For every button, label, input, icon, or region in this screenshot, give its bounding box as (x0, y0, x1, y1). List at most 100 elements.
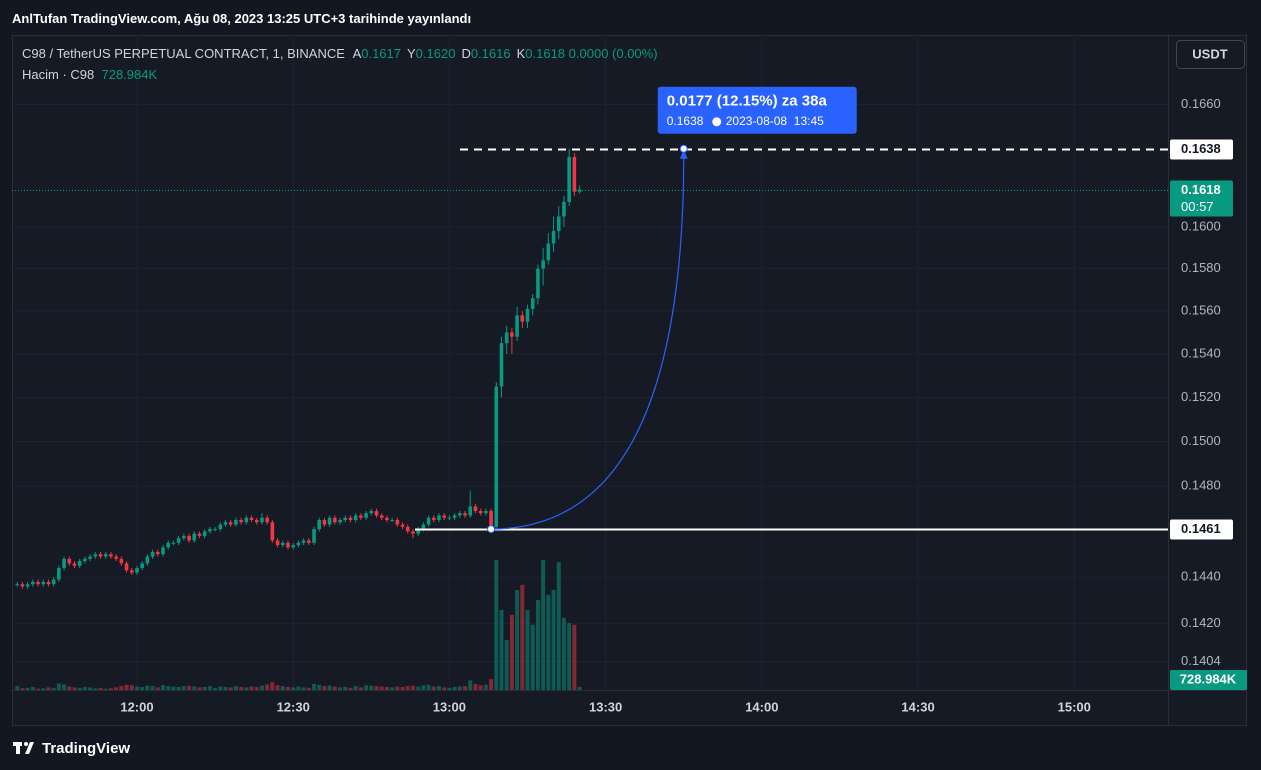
candle-body (307, 540, 311, 543)
candle-body (463, 513, 467, 516)
candle-body (25, 584, 30, 587)
volume-bar (483, 684, 488, 690)
volume-bar (551, 590, 556, 690)
volume-bar (301, 687, 306, 690)
volume-bar (457, 686, 462, 690)
ohlc-value: 0.1618 (525, 46, 566, 61)
volume-label: 728.984K (1180, 671, 1237, 686)
x-tick-label: 14:00 (745, 699, 778, 714)
volume-bar (129, 685, 134, 690)
volume-bar (72, 687, 77, 690)
volume-bar (452, 686, 457, 690)
candle-body (234, 520, 238, 525)
volume-bar (181, 686, 186, 690)
candle-body (473, 506, 478, 511)
candle-body (416, 529, 420, 534)
candle-body (551, 230, 556, 244)
candle-body (442, 515, 446, 518)
volume-bar (46, 687, 51, 690)
candle-body (567, 156, 571, 202)
candle-body (484, 510, 488, 514)
candle-body (291, 545, 295, 548)
price-label: 0.1461 (1181, 521, 1221, 536)
volume-bar (364, 685, 369, 690)
countdown: 00:57 (1181, 199, 1214, 214)
volume-bar (390, 687, 395, 690)
candle-body (385, 517, 389, 521)
volume-bar (239, 686, 244, 690)
y-tick-label: 0.1600 (1181, 218, 1221, 233)
volume-bar (572, 624, 577, 690)
volume-bar (223, 686, 228, 690)
candle-body (296, 542, 301, 546)
candle-body (562, 201, 566, 217)
volume-bar (405, 686, 410, 690)
volume-bar (348, 687, 353, 690)
candle-body (405, 526, 410, 532)
logo (13, 742, 34, 754)
ohlc-key: K (516, 46, 526, 61)
volume-bar (249, 686, 254, 690)
volume-bar (259, 685, 264, 690)
candle-body (114, 556, 118, 559)
candle-body (390, 520, 394, 522)
candle-body (161, 547, 165, 555)
candle-body (426, 517, 431, 525)
y-tick-label: 0.1500 (1181, 433, 1221, 448)
volume-bar (124, 684, 129, 690)
candle-body (182, 535, 186, 539)
volume-bar (218, 686, 223, 690)
change: 0.0000 (0.00%) (568, 46, 658, 61)
price-label-box (1170, 139, 1233, 160)
volume-bar (41, 688, 46, 690)
clock-icon (712, 117, 722, 127)
candle-body (338, 520, 342, 523)
candle-body (312, 529, 316, 543)
candle-body (499, 343, 504, 387)
candle-body (421, 524, 426, 530)
volume-bar (499, 610, 504, 690)
volume-bar (426, 684, 431, 690)
volume-bar (140, 686, 145, 690)
x-tick-label: 12:30 (277, 699, 310, 714)
candle-body (31, 581, 35, 585)
volume-bar (338, 687, 343, 690)
volume-bar (176, 686, 181, 690)
candle-body (197, 533, 202, 536)
y-tick-label: 0.1580 (1181, 260, 1221, 275)
y-tick-label: 0.1420 (1181, 615, 1221, 630)
volume-bar (353, 686, 358, 690)
ohlc-value: 0.1617 (361, 46, 401, 61)
volume-bar (82, 686, 87, 690)
candle-body (489, 510, 493, 527)
volume-bar (254, 686, 259, 690)
volume-bar (567, 623, 572, 690)
ohlc-value: 0.1620 (415, 46, 456, 61)
candle-body (156, 551, 160, 555)
volume-bar (473, 683, 478, 690)
volume-bar (285, 686, 290, 690)
candle-body (510, 332, 514, 337)
candle-body (15, 584, 20, 586)
volume-bar (155, 687, 160, 690)
volume-bar (546, 594, 551, 690)
volume-bar (530, 624, 535, 690)
candle-body (374, 510, 379, 516)
volume-bar (25, 687, 30, 690)
candle-body (572, 156, 577, 192)
volume-legend: Hacim · C98 728.984K (22, 67, 157, 82)
volume-bar (103, 688, 108, 690)
candle-body (218, 524, 223, 530)
measure-text: 0.0177 (12.15%) za 38a (667, 93, 828, 110)
candle-body (223, 522, 228, 525)
currency-button[interactable] (1176, 40, 1245, 69)
volume-bar (306, 687, 311, 690)
candle-body (119, 558, 124, 564)
candle-body (317, 520, 322, 530)
candle-body (359, 515, 363, 518)
candle-body (395, 520, 400, 525)
candle-body (67, 558, 72, 564)
candle-body (411, 531, 415, 534)
measure-start (487, 525, 496, 534)
